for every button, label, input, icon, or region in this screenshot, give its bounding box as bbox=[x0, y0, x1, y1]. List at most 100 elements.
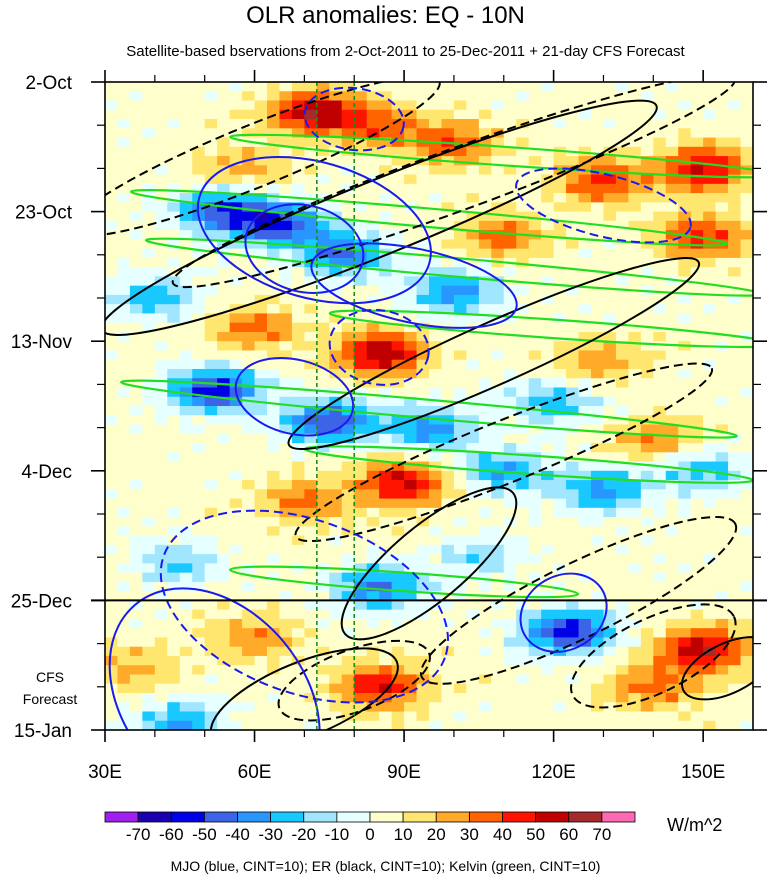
olr-cell bbox=[491, 248, 505, 259]
olr-cell bbox=[354, 174, 368, 185]
olr-cell bbox=[478, 461, 492, 472]
olr-cell bbox=[379, 517, 393, 527]
olr-cell bbox=[279, 322, 293, 333]
olr-cell bbox=[578, 406, 592, 416]
olr-cell bbox=[416, 341, 430, 352]
olr-cell bbox=[466, 720, 480, 730]
olr-cell bbox=[229, 646, 243, 657]
olr-cell bbox=[329, 655, 343, 666]
olr-cell bbox=[690, 572, 704, 583]
olr-cell bbox=[591, 368, 605, 379]
olr-cell bbox=[578, 313, 592, 324]
olr-cell bbox=[105, 544, 119, 555]
olr-cell bbox=[728, 304, 742, 315]
olr-cell bbox=[204, 424, 218, 435]
olr-cell bbox=[690, 535, 704, 546]
olr-cell bbox=[341, 544, 355, 555]
olr-cell bbox=[192, 628, 206, 639]
olr-cell bbox=[703, 498, 717, 509]
olr-cell bbox=[142, 239, 156, 250]
olr-cell bbox=[690, 711, 704, 722]
olr-cell bbox=[291, 109, 305, 120]
olr-cell bbox=[279, 220, 293, 231]
olr-cell bbox=[242, 637, 256, 648]
olr-cell bbox=[192, 572, 206, 583]
olr-cell bbox=[715, 433, 729, 444]
olr-cell bbox=[578, 646, 592, 657]
olr-cell bbox=[690, 82, 704, 92]
olr-cell bbox=[516, 637, 530, 648]
olr-cell bbox=[740, 517, 753, 527]
olr-cell bbox=[179, 109, 193, 120]
olr-cell bbox=[291, 720, 305, 730]
olr-cell bbox=[528, 396, 542, 407]
olr-cell bbox=[329, 674, 343, 685]
olr-cell bbox=[192, 665, 206, 676]
olr-cell bbox=[217, 211, 231, 222]
olr-cell bbox=[105, 452, 119, 463]
olr-cell bbox=[316, 591, 330, 601]
olr-cell bbox=[117, 285, 131, 296]
olr-cell bbox=[404, 304, 418, 315]
olr-cell bbox=[304, 359, 318, 370]
olr-cell bbox=[329, 267, 343, 277]
olr-cell bbox=[591, 396, 605, 407]
olr-cell bbox=[366, 119, 380, 129]
olr-cell bbox=[516, 424, 530, 435]
olr-cell bbox=[329, 618, 343, 629]
olr-cell bbox=[291, 489, 305, 500]
olr-cell bbox=[366, 193, 380, 203]
olr-cell bbox=[603, 480, 617, 490]
olr-cell bbox=[242, 591, 256, 601]
olr-cell bbox=[329, 692, 343, 703]
olr-cell bbox=[329, 711, 343, 722]
olr-cell bbox=[478, 572, 492, 583]
olr-cell bbox=[404, 285, 418, 296]
mjo-contour bbox=[310, 242, 518, 329]
olr-cell bbox=[279, 646, 293, 657]
olr-cell bbox=[129, 452, 143, 463]
olr-cell bbox=[291, 452, 305, 463]
olr-cell bbox=[217, 637, 231, 648]
olr-cell bbox=[117, 313, 131, 324]
olr-cell bbox=[254, 461, 268, 472]
olr-cell bbox=[591, 702, 605, 713]
olr-cell bbox=[179, 165, 193, 176]
olr-cell bbox=[640, 91, 654, 102]
olr-cell bbox=[154, 165, 168, 176]
olr-cell bbox=[553, 655, 567, 666]
olr-cell bbox=[366, 267, 380, 277]
olr-cell bbox=[105, 313, 119, 324]
olr-cell bbox=[628, 239, 642, 250]
olr-cell bbox=[528, 600, 542, 611]
olr-cell bbox=[503, 452, 517, 463]
olr-cell bbox=[304, 711, 318, 722]
olr-cell bbox=[491, 406, 505, 416]
olr-cell bbox=[503, 202, 517, 213]
olr-cell bbox=[304, 480, 318, 490]
olr-cell bbox=[379, 618, 393, 629]
olr-cell bbox=[242, 276, 256, 287]
olr-cell bbox=[366, 544, 380, 555]
olr-cell bbox=[503, 137, 517, 148]
olr-cell bbox=[142, 563, 156, 574]
olr-cell bbox=[179, 443, 193, 453]
olr-cell bbox=[379, 146, 393, 157]
olr-cell bbox=[341, 461, 355, 472]
olr-cell bbox=[242, 202, 256, 213]
olr-cell bbox=[728, 119, 742, 129]
olr-cell bbox=[267, 285, 281, 296]
olr-cell bbox=[491, 581, 505, 592]
olr-cell bbox=[703, 82, 717, 92]
olr-cell bbox=[478, 489, 492, 500]
olr-cell bbox=[316, 535, 330, 546]
olr-cell bbox=[528, 248, 542, 259]
olr-cell bbox=[653, 109, 667, 120]
olr-cell bbox=[740, 665, 753, 676]
olr-cell bbox=[279, 609, 293, 620]
olr-cell bbox=[491, 146, 505, 157]
olr-cell bbox=[217, 470, 231, 481]
olr-cell bbox=[167, 183, 181, 194]
olr-cell bbox=[254, 544, 268, 555]
olr-cell bbox=[379, 193, 393, 203]
